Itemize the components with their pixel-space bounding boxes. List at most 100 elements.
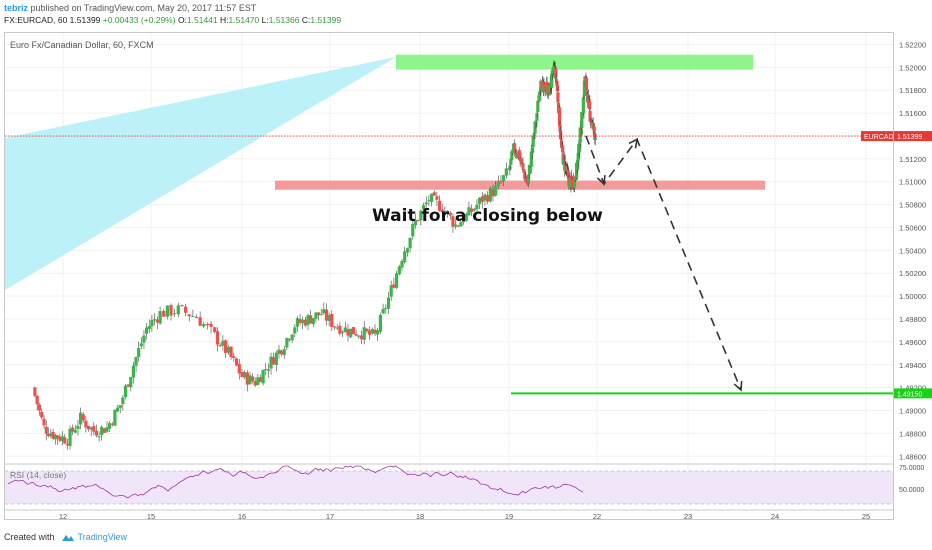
candle-body: [392, 284, 396, 288]
candle-body: [335, 327, 339, 329]
symbol-tag: EURCAD: [864, 134, 894, 141]
candle-body: [475, 204, 479, 210]
x-tick-label: 18: [416, 512, 424, 521]
candle-body: [115, 407, 120, 412]
candle-body: [400, 260, 404, 268]
candle-body: [389, 285, 393, 297]
candle-body: [574, 178, 578, 181]
low-value: 1.51366: [268, 15, 300, 25]
candle-body: [535, 113, 539, 121]
candle-body: [538, 90, 542, 92]
candle-body: [129, 377, 133, 388]
candle-body: [187, 314, 191, 317]
y-tick-label: 1.51200: [899, 155, 926, 164]
candle-body: [303, 319, 307, 326]
candle-body: [282, 349, 286, 356]
x-tick-label: 24: [771, 512, 779, 521]
candle-body: [100, 426, 104, 435]
candle-body: [572, 178, 577, 189]
candle-body: [558, 130, 563, 140]
candle-body: [330, 314, 334, 327]
y-tick-label: 1.48800: [899, 429, 926, 438]
y-tick-label: 1.50800: [899, 201, 926, 210]
candle-body: [79, 412, 83, 425]
candle-body: [309, 315, 313, 324]
candle-body: [432, 192, 436, 196]
candle-body: [205, 324, 210, 326]
candle-body: [221, 340, 225, 346]
candle-body: [293, 327, 297, 334]
candle-body: [531, 135, 535, 148]
price-change: +0.00433 (+0.29%): [102, 15, 176, 25]
candle-body: [504, 168, 508, 176]
candle-body: [384, 308, 388, 310]
candle-body: [511, 149, 515, 154]
candle-body: [509, 158, 513, 165]
candle-body: [97, 436, 101, 438]
candle-body: [440, 209, 444, 213]
candle-body: [357, 335, 361, 337]
candle-body: [81, 414, 85, 421]
arrow-head-down-1: [596, 175, 606, 186]
x-tick-label: 15: [147, 512, 155, 521]
author-name[interactable]: tebriz: [4, 3, 29, 13]
candle-body: [586, 95, 591, 98]
candle-body: [272, 357, 276, 365]
candle-body: [73, 430, 77, 433]
candle-body: [92, 426, 96, 432]
x-tick-label: 23: [684, 512, 692, 521]
candle-body: [370, 329, 374, 334]
candle-body: [183, 306, 188, 313]
y-tick-label: 1.49200: [899, 384, 926, 393]
candle-body: [488, 188, 492, 202]
candle-body: [243, 372, 247, 378]
arrow-head-up: [628, 137, 639, 149]
candle-body: [467, 207, 471, 216]
candle-body: [40, 411, 44, 418]
candle-body: [480, 196, 484, 202]
candle-body: [248, 375, 252, 385]
candle-body: [176, 305, 180, 315]
candle-body: [256, 377, 260, 385]
candle-body: [63, 437, 67, 444]
y-tick-label: 1.50400: [899, 246, 926, 255]
candle-body: [173, 313, 177, 315]
candle-body: [592, 126, 596, 133]
y-tick-label: 1.51600: [899, 109, 926, 118]
candle-body: [561, 145, 565, 153]
ohlc-header: FX:EURCAD, 60 1.51399 +0.00433 (+0.29%) …: [4, 15, 341, 25]
candle-body: [191, 315, 195, 317]
candle-body: [155, 319, 159, 323]
y-tick-label: 1.50600: [899, 223, 926, 232]
rsi-line: [7, 465, 584, 499]
candle-body: [65, 443, 69, 446]
x-tick-label: 17: [326, 512, 334, 521]
candle-body: [395, 273, 399, 288]
candle-body: [462, 220, 466, 223]
candle-body: [586, 94, 590, 102]
candle-body: [416, 219, 420, 221]
tradingview-brand[interactable]: TradingView: [61, 532, 127, 542]
candle-body: [365, 328, 369, 332]
candle-body: [121, 397, 125, 405]
candle-body: [569, 176, 574, 182]
candle-body: [445, 211, 450, 213]
candle-body: [550, 70, 554, 74]
candle-body: [118, 405, 122, 408]
y-tick-label: 1.49800: [899, 315, 926, 324]
candle-body: [562, 155, 566, 166]
candle-body: [486, 195, 490, 202]
candle-body: [437, 200, 442, 211]
candle-body: [558, 124, 562, 133]
candle-body: [94, 430, 99, 436]
candle-body: [512, 143, 517, 154]
annotation-text[interactable]: Wait for a closing below: [372, 206, 603, 226]
candle-body: [522, 168, 526, 173]
candle-body: [60, 436, 64, 441]
symbol-tag-bg: [861, 131, 893, 142]
published-text: published on TradingView.com, May 20, 20…: [30, 3, 257, 13]
candle-body: [202, 323, 206, 327]
candle-body: [368, 330, 372, 335]
candle-body: [478, 197, 482, 205]
